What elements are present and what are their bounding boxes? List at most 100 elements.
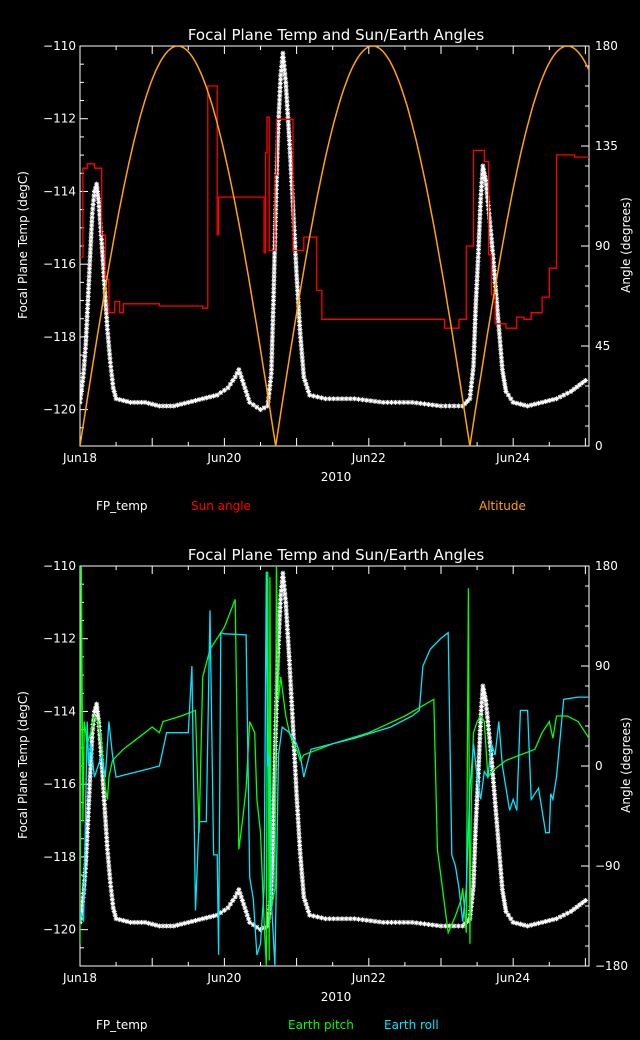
fp-temp-marker [149, 921, 155, 927]
fp-temp-marker [106, 343, 112, 349]
fp-temp-marker [305, 908, 311, 914]
x-axis-label: 2010 [321, 990, 352, 1004]
fp-temp-marker [271, 794, 277, 800]
fp-temp-marker [476, 227, 482, 233]
fp-temp-marker [268, 366, 274, 372]
fp-temp-marker [297, 326, 303, 332]
fp-temp-marker [491, 791, 497, 797]
fp-temp-marker [405, 919, 411, 925]
fp-temp-marker [284, 103, 290, 109]
fp-temp-marker [82, 354, 88, 360]
x-tick-label: Jun24 [495, 971, 530, 985]
fp-temp-marker [100, 261, 106, 267]
fp-temp-marker [460, 923, 466, 929]
fp-temp-marker [297, 846, 303, 852]
fp-temp-marker [294, 272, 300, 278]
fp-temp-marker [290, 719, 296, 725]
fp-temp-marker [276, 629, 282, 635]
fp-temp-marker [225, 385, 231, 391]
fp-temp-marker [477, 724, 483, 730]
fp-temp-marker [484, 190, 490, 196]
fp-temp-marker [275, 642, 281, 648]
fp-temp-marker [288, 686, 294, 692]
fp-temp-marker [421, 401, 427, 407]
fp-temp-marker [274, 678, 280, 684]
fp-temp-marker [510, 919, 516, 925]
fp-temp-marker [101, 273, 107, 279]
fp-temp-marker [271, 810, 277, 816]
fp-temp-marker [380, 919, 386, 925]
fp-temp-marker [469, 895, 475, 901]
fp-temp-marker [284, 107, 290, 113]
fp-temp-marker [171, 923, 177, 929]
fp-temp-marker [103, 826, 109, 832]
fp-temp-marker [273, 195, 279, 201]
fp-temp-marker [442, 923, 448, 929]
fp-temp-marker [495, 311, 501, 317]
fp-temp-marker [276, 105, 282, 111]
fp-temp-marker [468, 388, 474, 394]
fp-temp-marker [131, 919, 137, 925]
fp-temp-marker [494, 819, 500, 825]
fp-temp-marker [447, 403, 453, 409]
series-group [80, 566, 589, 966]
fp-temp-marker [193, 398, 199, 404]
fp-temp-marker [288, 678, 294, 684]
fp-temp-marker [550, 397, 556, 403]
fp-temp-marker [473, 829, 479, 835]
fp-temp-marker [451, 403, 457, 409]
fp-temp-marker [107, 879, 113, 885]
fp-temp-marker [301, 374, 307, 380]
fp-temp-marker [275, 130, 281, 136]
fp-temp-marker [267, 898, 273, 904]
fp-temp-marker [271, 790, 277, 796]
sun-angle-line [80, 85, 589, 329]
fp-temp-marker [302, 898, 308, 904]
fp-temp-marker [490, 772, 496, 778]
fp-temp-marker [577, 382, 583, 388]
fp-temp-marker [271, 778, 277, 784]
fp-temp-marker [274, 158, 280, 164]
y-tick-label-right: −180 [595, 959, 628, 973]
fp-temp-marker [295, 288, 301, 294]
fp-temp-marker [434, 402, 440, 408]
fp-temp-marker [479, 703, 485, 709]
fp-temp-marker [492, 795, 498, 801]
fp-temp-marker [167, 923, 173, 929]
fp-temp-marker [274, 146, 280, 152]
fp-temp-marker [532, 401, 538, 407]
fp-temp-marker [101, 793, 107, 799]
fp-temp-marker [88, 230, 94, 236]
fp-temp-marker [275, 122, 281, 128]
fp-temp-marker [496, 323, 502, 329]
fp-temp-marker [299, 874, 305, 880]
fp-temp-marker [274, 686, 280, 692]
fp-temp-marker [300, 886, 306, 892]
fp-temp-marker [472, 840, 478, 846]
fp-temp-marker [484, 706, 490, 712]
fp-temp-marker [102, 814, 108, 820]
fp-temp-marker [503, 908, 509, 914]
fp-temp-marker [102, 810, 108, 816]
fp-temp-marker [300, 882, 306, 888]
fp-temp-marker [501, 374, 507, 380]
fp-temp-marker [83, 861, 89, 867]
fp-temp-marker [479, 695, 485, 701]
fp-temp-marker [94, 708, 100, 714]
fp-temp-marker [117, 917, 123, 923]
fp-temp-marker [86, 798, 92, 804]
fp-temp-marker [290, 731, 296, 737]
fp-temp-marker [532, 921, 538, 927]
fp-temp-marker [271, 290, 277, 296]
fp-temp-marker [486, 215, 492, 221]
fp-temp-marker [182, 920, 188, 926]
legend-entry: Earth roll [384, 1018, 439, 1032]
fp-temp-marker [284, 99, 290, 105]
fp-temp-marker [84, 829, 90, 835]
fp-temp-marker [307, 392, 313, 398]
fp-temp-marker [477, 739, 483, 745]
fp-temp-marker [289, 707, 295, 713]
fp-temp-marker [104, 847, 110, 853]
fp-temp-marker [274, 698, 279, 704]
fp-temp-marker [95, 716, 101, 722]
